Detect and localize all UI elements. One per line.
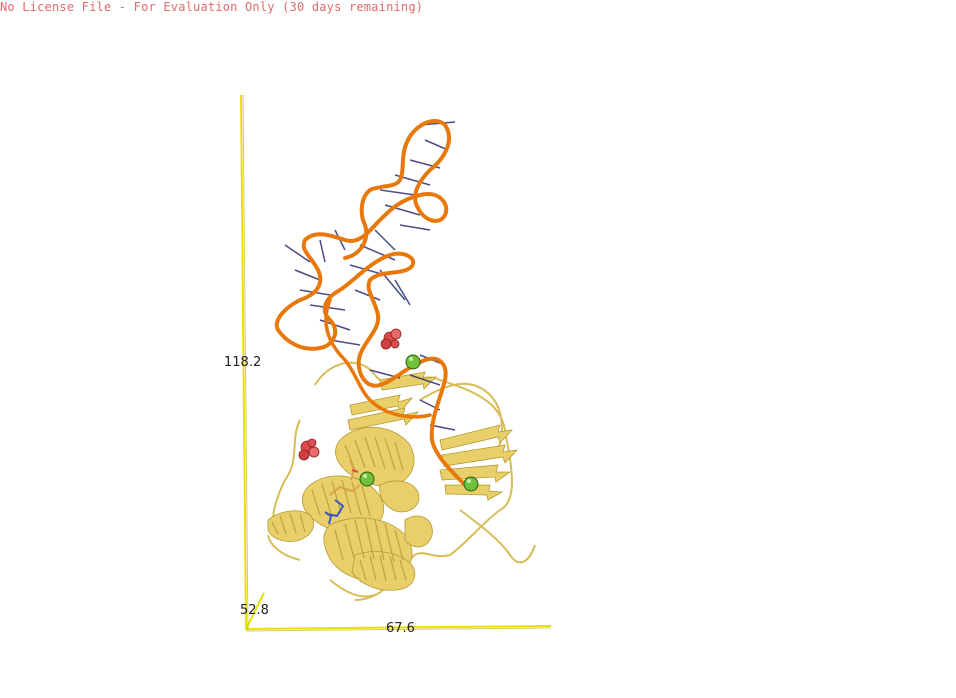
oxygen-spheres[interactable]: [298, 328, 402, 461]
z-axis-line: [245, 592, 265, 630]
ligand-sticks: [324, 459, 361, 525]
axes-box: [240, 94, 552, 631]
y-axis-label: 118.2: [224, 355, 262, 370]
z-axis-label: 52.8: [240, 603, 269, 618]
x-axis-line: [245, 625, 552, 630]
ion-spheres[interactable]: [359, 354, 479, 492]
trna-backbone[interactable]: [274, 119, 467, 487]
protein-cartoon[interactable]: [267, 361, 536, 601]
x-axis-label: 67.6: [386, 621, 415, 636]
y-axis-line: [240, 94, 247, 631]
license-banner: No License File - For Evaluation Only (3…: [0, 0, 424, 14]
